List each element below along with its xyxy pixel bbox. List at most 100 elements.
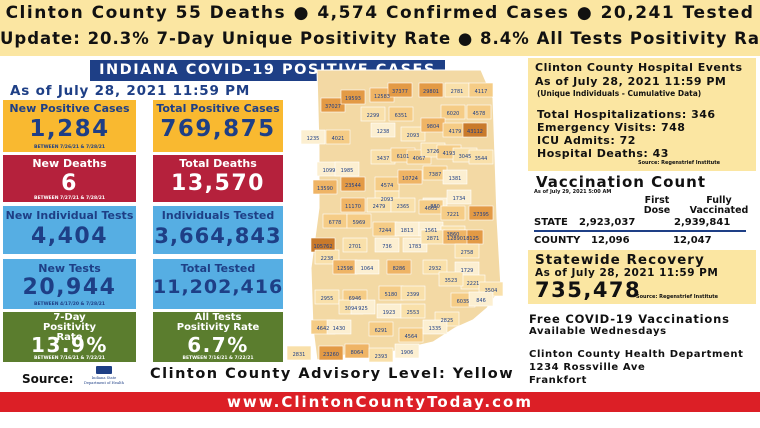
stat-new-deaths: New Deaths 6 BETWEEN 7/27/21 & 7/28/21 (3, 155, 136, 202)
vaccination-state-full: 2,939,841 (674, 217, 731, 228)
map-county-cell (387, 82, 413, 98)
header-line-deaths-cases: Clinton County 55 Deaths ● 4,574 Confirm… (5, 3, 755, 23)
stat-value: 4,404 (30, 224, 109, 249)
map-county-cell (388, 106, 414, 122)
stat-date-range: BETWEEN 4/17/20 & 7/28/21 (34, 302, 105, 307)
hospital-as-of: As of July 28, 2021 11:59 PM (535, 75, 727, 88)
map-county-label: 2393 (375, 354, 388, 360)
map-county-label: 1430 (333, 326, 346, 332)
map-county-label: 2758 (461, 250, 474, 256)
map-county-cell (342, 237, 368, 253)
free-vax-line2: Available Wednesdays (529, 326, 667, 337)
source-label: Source: (22, 372, 74, 386)
hospital-icu-admits: ICU Admits: 72 (537, 134, 636, 147)
map-county-label: 1734 (453, 196, 466, 202)
header-banner: Clinton County 55 Deaths ● 4,574 Confirm… (0, 0, 760, 56)
stat-date-range: BETWEEN 7/16/21 & 7/22/21 (182, 356, 254, 361)
map-county-label: 4193 (443, 151, 456, 157)
map-county-label: 6101 (397, 154, 410, 160)
map-county-cell (300, 129, 326, 145)
vaccination-count-panel: Vaccination Count As of July 29, 2021 5:… (528, 172, 756, 248)
map-county-label: 3523 (445, 278, 458, 284)
map-county-label: 4564 (405, 334, 418, 340)
map-county-label: 9804 (427, 124, 440, 130)
map-county-label: 2093 (381, 197, 394, 203)
map-county-cell (368, 347, 394, 363)
map-county-cell (386, 259, 412, 275)
recovery-as-of: As of July 28, 2021 11:59 PM (535, 267, 719, 279)
vaccination-county-first: 12,096 (591, 235, 630, 246)
map-county-label: 11170 (345, 204, 361, 210)
map-county-cell (334, 161, 360, 177)
map-county-label: 7221 (447, 212, 460, 218)
vaccination-state-first: 2,923,037 (579, 217, 636, 228)
stat-value: 1,284 (29, 116, 110, 142)
map-county-label: 2553 (407, 310, 420, 316)
map-county-label: 2299 (367, 113, 380, 119)
map-county-label: 19593 (345, 96, 361, 102)
map-county-cell (468, 82, 494, 98)
map-county-label: 2479 (373, 204, 386, 210)
map-county-cell (438, 271, 464, 287)
hospital-emergency-visits: Emergency Visits: 748 (537, 121, 686, 134)
map-county-cell (286, 345, 312, 361)
hospital-total-hospitalizations: Total Hospitalizations: 346 (537, 108, 716, 121)
map-county-label: 880 (430, 204, 440, 210)
stat-label: Total Tested (180, 262, 256, 275)
map-county-label: 8286 (393, 266, 406, 272)
vaccination-col-fully-vaccinated: Fully Vaccinated (689, 195, 749, 216)
map-county-label: 4117 (475, 89, 488, 95)
map-county-label: 846 (476, 298, 486, 304)
stat-value: 13,570 (171, 171, 265, 196)
map-county-label: 2932 (429, 266, 442, 272)
map-county-label: 4603 (425, 206, 438, 212)
recovery-source: Source: Regenstrief Institute (636, 294, 719, 300)
map-county-label: 1813 (401, 228, 414, 234)
hospital-note: (Unique Individuals - Cumulative Data) (537, 89, 702, 98)
stat-individuals-tested: Individuals Tested 3,664,843 (153, 206, 283, 254)
vaccination-county-full: 12,047 (673, 235, 712, 246)
stat-label: Individuals Tested (161, 209, 275, 222)
map-county-label: 23544 (345, 183, 361, 189)
map-county-label: 6020 (447, 111, 460, 117)
stat-value: 6.7% (187, 333, 249, 357)
stat-new-individual-tests: New Individual Tests 4,404 (3, 206, 136, 254)
map-county-label: 2365 (397, 204, 410, 210)
stat-total-positive-cases: Total Positive Cases 769,875 (153, 100, 283, 152)
map-county-label: 6291 (375, 328, 388, 334)
map-county-label: 6351 (395, 113, 408, 119)
map-county-label: 7244 (379, 228, 392, 234)
website-footer-link[interactable]: www.ClintonCountyToday.com (0, 392, 760, 412)
map-county-label: 2399 (407, 292, 420, 298)
map-county-label: 4642 (317, 326, 330, 332)
vaccination-state-label: STATE (534, 217, 568, 228)
hospital-events-panel: Clinton County Hospital Events As of Jul… (528, 58, 756, 171)
as-of-date: As of July 28, 2021 11:59 PM (10, 83, 251, 99)
map-county-cell (462, 122, 488, 138)
stat-label: 7-Day Positivity Rate (42, 312, 97, 343)
map-county-cell (390, 197, 416, 213)
statewide-recovery-panel: Statewide Recovery As of July 28, 2021 1… (528, 250, 756, 304)
map-county-cell (368, 321, 394, 337)
recovery-value: 735,478 (535, 278, 642, 302)
svg-text:Department of Health: Department of Health (84, 381, 124, 385)
map-county-cell (312, 179, 338, 195)
map-county-cells (286, 82, 504, 363)
map-county-label: 2781 (451, 89, 464, 95)
map-county-cell (422, 319, 448, 335)
map-county-cell (326, 319, 352, 335)
map-county-label: 4021 (332, 136, 345, 142)
map-county-label: 3045 (459, 154, 472, 160)
map-county-label: 925 (358, 306, 368, 312)
map-county-label: 12583 (374, 94, 390, 100)
map-county-label: 3726 (427, 149, 440, 155)
stat-value: 6 (61, 171, 78, 196)
map-county-cell (442, 169, 468, 185)
map-county-cell (400, 126, 426, 142)
map-county-cell (468, 205, 494, 221)
map-county-label: 12598 (337, 266, 353, 272)
map-county-label: 3504 (485, 288, 498, 294)
map-county-label: 2221 (467, 281, 480, 287)
map-county-label: 3544 (475, 156, 488, 162)
